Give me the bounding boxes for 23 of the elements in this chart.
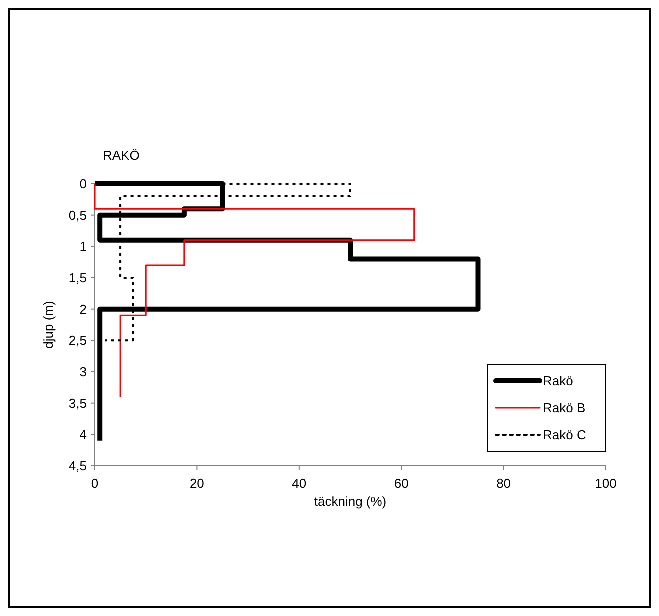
x-axis-title: täckning (%) [314,494,387,509]
legend-label: Rakö C [543,428,586,443]
y-tick-label: 2 [80,302,87,317]
legend-label: Rakö [543,374,574,389]
x-tick-label: 60 [394,476,409,491]
chart-title: RAKÖ [103,148,140,163]
y-tick-label: 4 [80,427,87,442]
y-tick-label: 2,5 [68,333,87,348]
x-tick-label: 40 [292,476,307,491]
y-tick-label: 4,5 [68,458,87,474]
y-tick-label: 1,5 [68,270,87,286]
y-tick-label: 3 [80,364,87,380]
legend-label: Rakö B [543,400,586,416]
x-tick-label: 0 [91,476,99,491]
y-tick-label: 3,5 [68,396,87,411]
line-series [94,183,416,398]
x-tick-label: 20 [190,476,204,491]
y-axis-title: djup (m) [41,301,56,349]
y-tick-label: 0 [80,176,87,192]
y-tick-label: 0,5 [68,208,87,223]
y-tick-label: 1 [80,239,87,254]
x-tick-label: 100 [595,476,617,491]
x-tick-label: 80 [496,476,512,491]
